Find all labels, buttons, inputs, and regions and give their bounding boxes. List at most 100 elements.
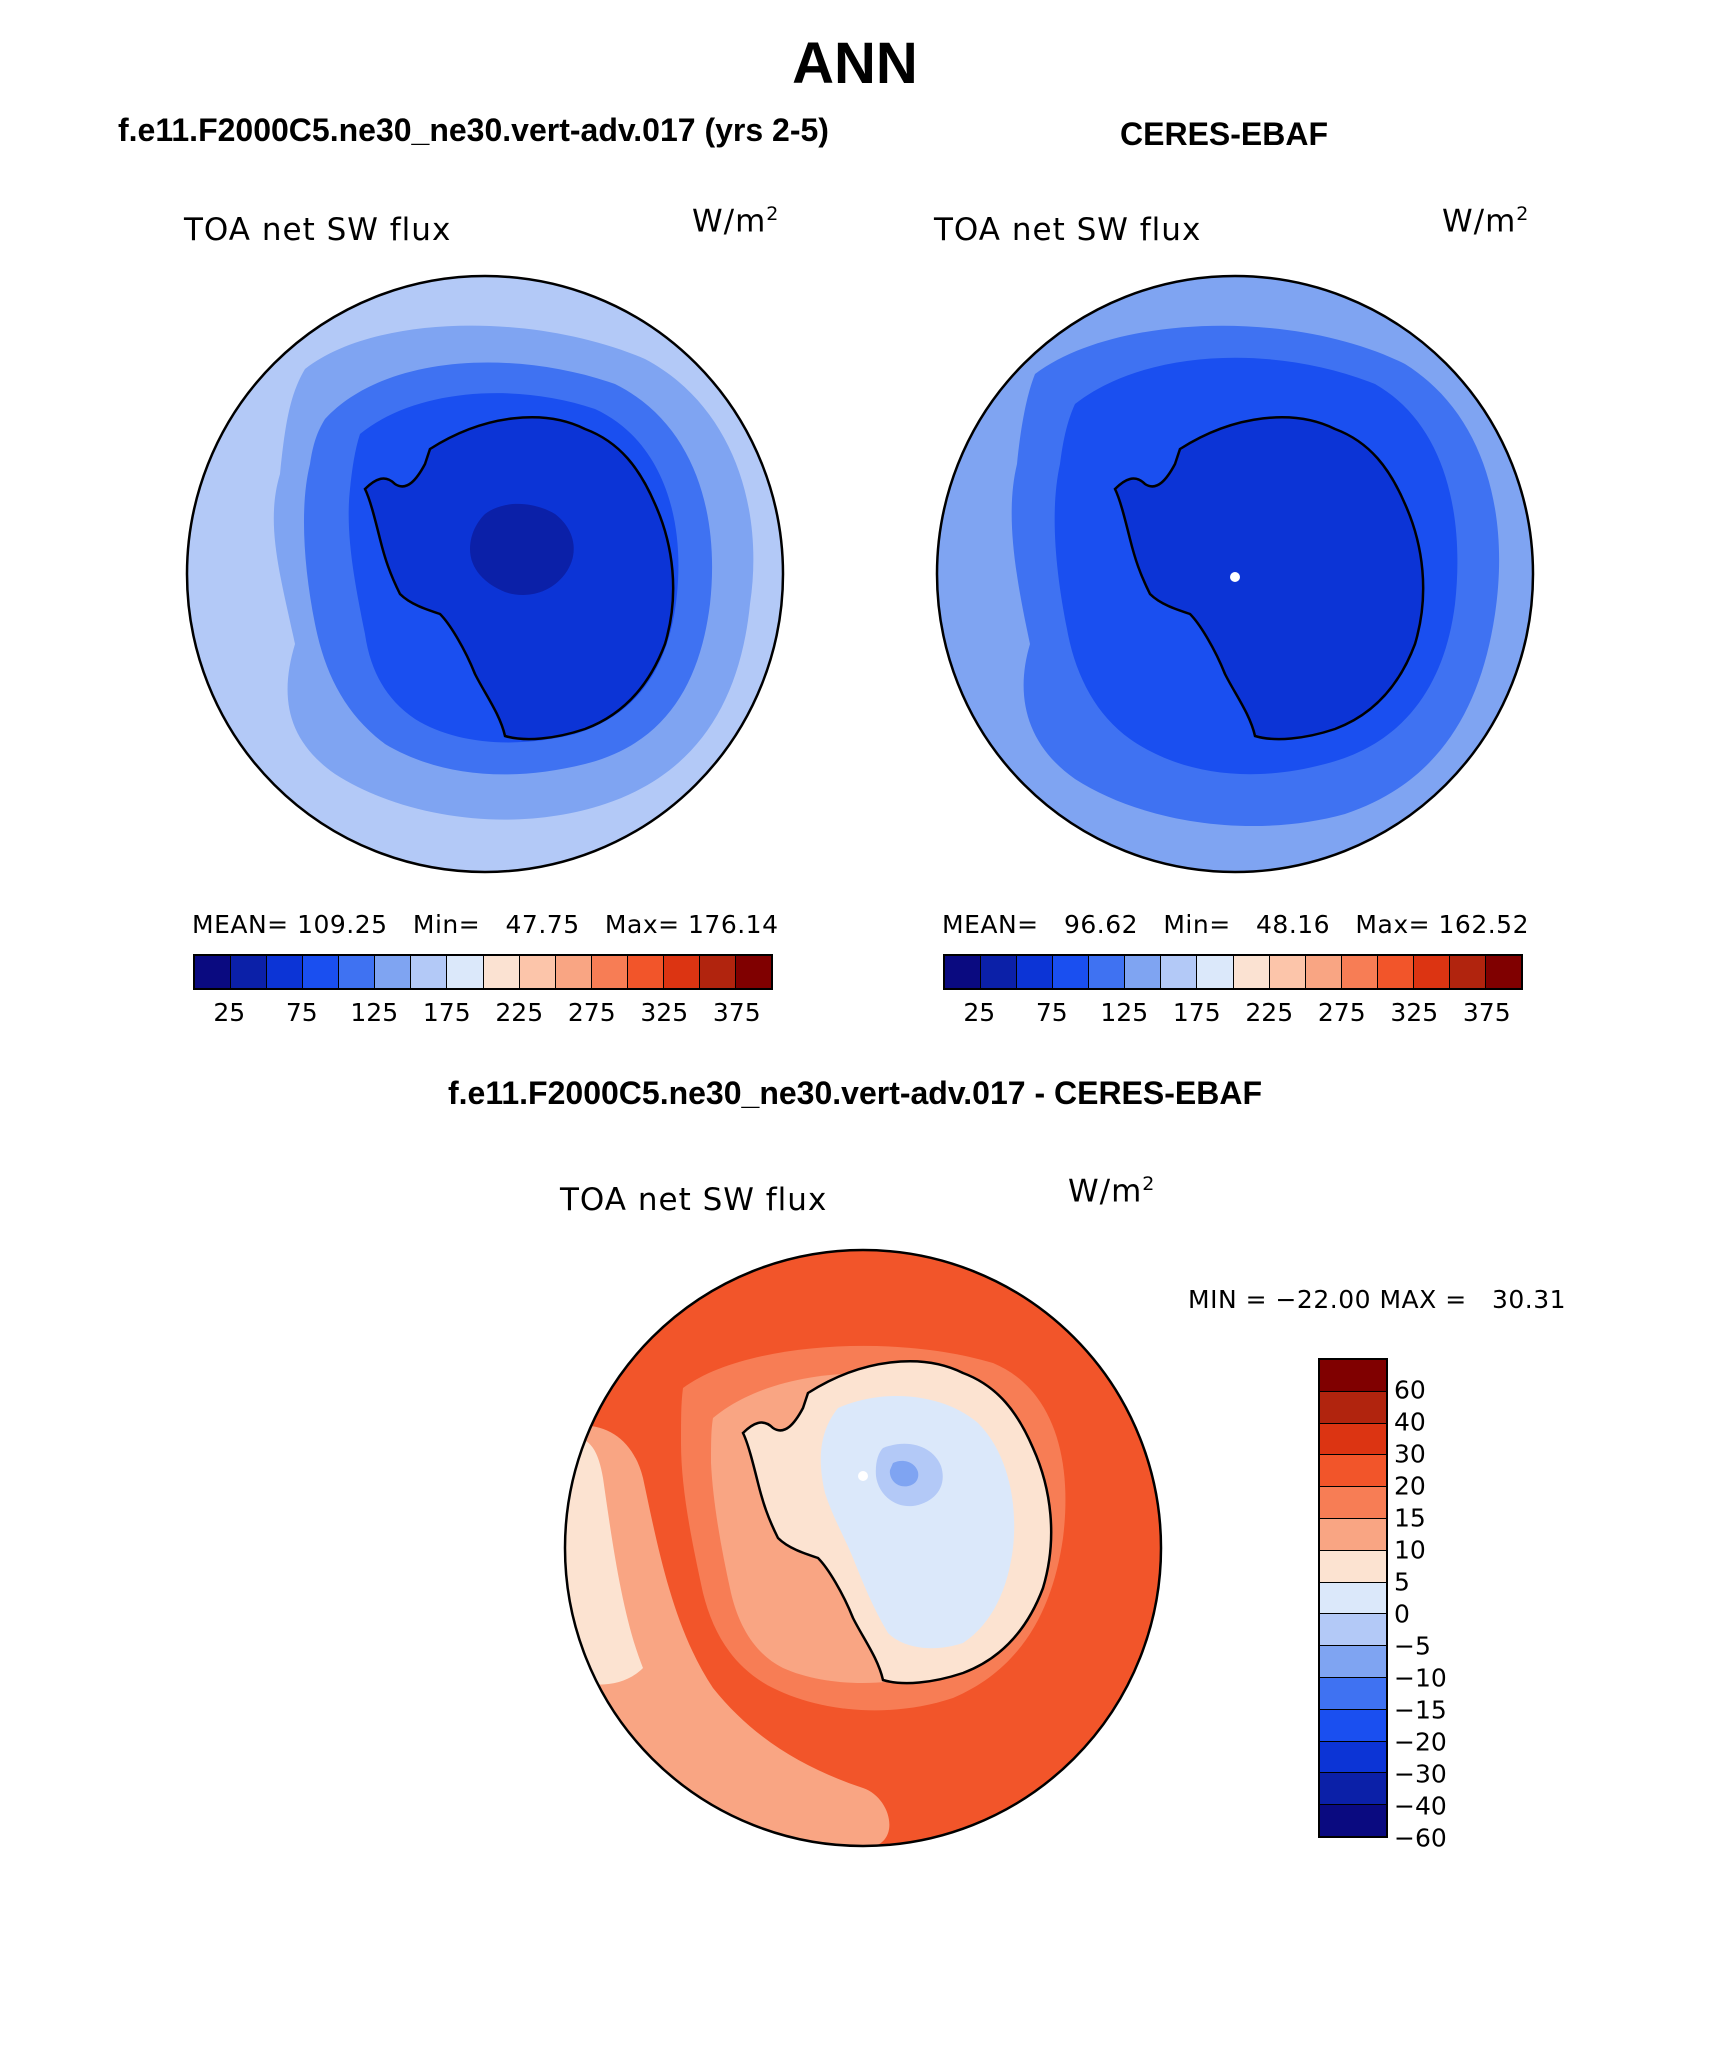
right-colorbar-swatch xyxy=(1377,956,1414,988)
left-colorbar-swatch xyxy=(231,956,268,988)
left-colorbar-tick-label: 225 xyxy=(495,998,544,1027)
left-colorbar-swatch xyxy=(519,956,556,988)
left-colorbar-tick-label: 275 xyxy=(567,998,616,1027)
diff-colorbar-tick-label: 0 xyxy=(1394,1599,1410,1629)
right-stats: MEAN= 96.62 Min= 48.16 Max= 162.52 xyxy=(942,910,1529,939)
right-case-title: CERES-EBAF xyxy=(1120,116,1329,152)
right-colorbar-tick-label: 75 xyxy=(1035,998,1068,1027)
left-colorbar-swatch xyxy=(699,956,736,988)
left-colorbar-swatch xyxy=(663,956,700,988)
left-colorbar-tick-label: 175 xyxy=(422,998,471,1027)
diff-colorbar-swatch xyxy=(1320,1487,1386,1519)
diff-case-title: f.e11.F2000C5.ne30_ne30.vert-adv.017 - C… xyxy=(447,1075,1262,1111)
diff-colorbar-tick-label: −30 xyxy=(1394,1759,1447,1789)
right-panel-title: TOA net SW flux xyxy=(934,212,1202,248)
left-colorbar-tick-label: 325 xyxy=(640,998,689,1027)
diff-colorbar xyxy=(1318,1358,1388,1838)
right-antarctica xyxy=(1115,417,1424,740)
diff-panel-title: TOA net SW flux xyxy=(560,1182,828,1218)
left-stats: MEAN= 109.25 Min= 47.75 Max= 176.14 xyxy=(192,910,779,939)
diff-stats: MIN = −22.00 MAX = 30.31 xyxy=(1188,1285,1567,1314)
right-colorbar-swatch xyxy=(1161,956,1198,988)
right-panel-units: W/m2 xyxy=(1442,203,1530,240)
diff-colorbar-swatch xyxy=(1320,1741,1386,1774)
right-coastline xyxy=(1113,416,1425,741)
left-colorbar xyxy=(193,954,773,990)
diff-colorbar-tick-label: 5 xyxy=(1394,1567,1410,1597)
left-colorbar-swatch xyxy=(447,956,484,988)
diff-colorbar-tick-label: −40 xyxy=(1394,1791,1447,1821)
left-colorbar-swatch xyxy=(195,956,232,988)
diff-colorbar-tick-label: 10 xyxy=(1394,1535,1426,1565)
right-colorbar-swatch xyxy=(1413,956,1450,988)
diff-colorbar-tick-label: 15 xyxy=(1394,1503,1426,1533)
left-colorbar-swatch xyxy=(483,956,520,988)
left-colorbar-swatch xyxy=(735,956,771,988)
left-colorbar-swatch xyxy=(555,956,592,988)
figure-title: ANN xyxy=(792,31,918,96)
diff-colorbar-swatch xyxy=(1320,1518,1386,1551)
diff-interior xyxy=(820,1396,1015,1649)
diff-colorbar-tick-label: −20 xyxy=(1394,1727,1447,1757)
left-colorbar-swatch xyxy=(591,956,628,988)
diff-pole-dot xyxy=(858,1471,868,1481)
right-colorbar-swatch xyxy=(1125,956,1162,988)
diff-colorbar-swatch xyxy=(1320,1455,1386,1488)
diff-colorbar-swatch xyxy=(1320,1423,1386,1456)
diff-spot xyxy=(889,1460,919,1487)
diff-colorbar-tick-label: 30 xyxy=(1394,1439,1426,1469)
diff-coastline xyxy=(741,1360,1053,1685)
right-colorbar-swatch xyxy=(1269,956,1306,988)
left-map xyxy=(185,274,785,874)
right-pole-dot xyxy=(1230,572,1240,582)
right-colorbar-tick-label: 25 xyxy=(963,998,996,1027)
diff-colorbar-labels: 60 40 30 20 15 10 5 0 −5 −10 −15 −20 −30 −40 −60 xyxy=(1394,1358,1514,1853)
left-colorbar-swatch xyxy=(267,956,304,988)
diff-panel-units: W/m2 xyxy=(1068,1173,1156,1210)
right-colorbar-swatch xyxy=(981,956,1018,988)
left-colorbar-swatch xyxy=(303,956,340,988)
right-colorbar-swatch xyxy=(1053,956,1090,988)
diff-colorbar-tick-label: −5 xyxy=(1394,1631,1431,1661)
left-colorbar-swatch xyxy=(339,956,376,988)
right-colorbar-swatch xyxy=(1197,956,1234,988)
diff-colorbar-swatch xyxy=(1320,1805,1386,1836)
diff-map xyxy=(563,1248,1163,1848)
diff-colorbar-tick-label: −10 xyxy=(1394,1663,1447,1693)
diff-colorbar-tick-label: 40 xyxy=(1394,1407,1426,1437)
right-colorbar-labels: 25 75 125 175 225 275 325 375 xyxy=(943,998,1523,1032)
left-coastline xyxy=(363,416,675,741)
left-colorbar-tick-label: 125 xyxy=(350,998,399,1027)
right-colorbar-swatch xyxy=(1485,956,1521,988)
left-colorbar-swatch xyxy=(411,956,448,988)
diff-west-band xyxy=(565,1425,890,1846)
diff-colorbar-swatch xyxy=(1320,1709,1386,1742)
left-panel-title: TOA net SW flux xyxy=(184,212,452,248)
left-colorbar-tick-label: 375 xyxy=(712,998,761,1027)
right-colorbar-tick-label: 375 xyxy=(1462,998,1511,1027)
right-colorbar-swatch xyxy=(1341,956,1378,988)
left-colorbar-tick-label: 25 xyxy=(213,998,246,1027)
left-colorbar-labels: 25 75 125 175 225 275 325 375 xyxy=(193,998,773,1032)
right-colorbar xyxy=(943,954,1523,990)
diff-west-light xyxy=(565,1437,643,1685)
diff-colorbar-tick-label: −15 xyxy=(1394,1695,1447,1725)
diff-colorbar-swatch xyxy=(1320,1391,1386,1424)
right-colorbar-tick-label: 175 xyxy=(1172,998,1221,1027)
diff-colorbar-swatch xyxy=(1320,1677,1386,1710)
right-colorbar-swatch xyxy=(1089,956,1126,988)
diff-colorbar-tick-label: 20 xyxy=(1394,1471,1426,1501)
left-case-title: f.e11.F2000C5.ne30_ne30.vert-adv.017 (yr… xyxy=(118,112,829,148)
diff-colorbar-swatch xyxy=(1320,1614,1386,1647)
diff-colorbar-swatch xyxy=(1320,1646,1386,1678)
right-colorbar-swatch xyxy=(1017,956,1054,988)
diff-colorbar-tick-label: −60 xyxy=(1394,1823,1447,1853)
right-colorbar-swatch xyxy=(945,956,982,988)
right-colorbar-swatch xyxy=(1233,956,1270,988)
diff-colorbar-tick-label: 60 xyxy=(1394,1375,1426,1405)
diff-colorbar-swatch xyxy=(1320,1582,1386,1615)
right-colorbar-swatch xyxy=(1449,956,1486,988)
diff-colorbar-swatch xyxy=(1320,1773,1386,1806)
right-map xyxy=(935,274,1535,874)
right-colorbar-tick-label: 125 xyxy=(1100,998,1149,1027)
